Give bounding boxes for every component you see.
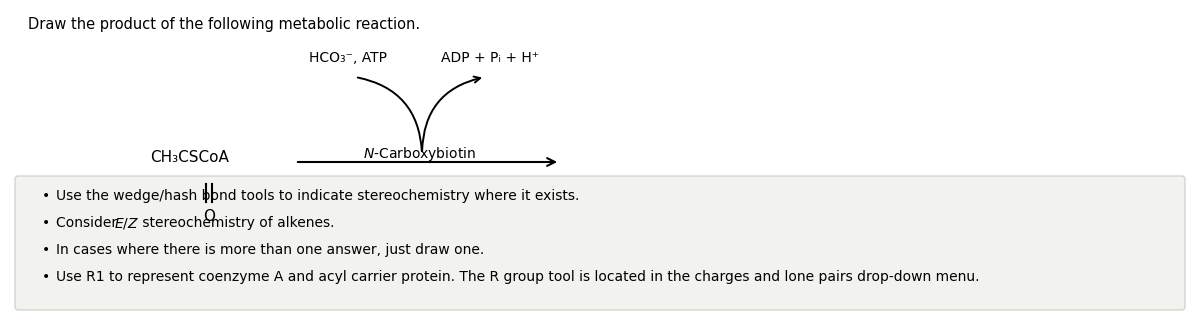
Text: O: O bbox=[203, 209, 215, 224]
Text: Draw the product of the following metabolic reaction.: Draw the product of the following metabo… bbox=[28, 17, 420, 32]
Text: stereochemistry of alkenes.: stereochemistry of alkenes. bbox=[138, 216, 335, 230]
Text: CH₃CSCoA: CH₃CSCoA bbox=[150, 150, 229, 165]
Text: ADP + Pᵢ + H⁺: ADP + Pᵢ + H⁺ bbox=[442, 51, 539, 65]
Text: •: • bbox=[42, 216, 50, 230]
Text: •: • bbox=[42, 189, 50, 203]
FancyBboxPatch shape bbox=[14, 176, 1186, 310]
Text: Consider: Consider bbox=[56, 216, 121, 230]
Text: •: • bbox=[42, 243, 50, 257]
Text: In cases where there is more than one answer, just draw one.: In cases where there is more than one an… bbox=[56, 243, 485, 257]
Text: $\mathit{E/Z}$: $\mathit{E/Z}$ bbox=[114, 216, 139, 231]
Text: •: • bbox=[42, 270, 50, 284]
Text: Use the wedge/hash bond tools to indicate stereochemistry where it exists.: Use the wedge/hash bond tools to indicat… bbox=[56, 189, 580, 203]
Text: $\mathit{N}$-Carboxybiotin: $\mathit{N}$-Carboxybiotin bbox=[364, 145, 476, 163]
Text: Use R1 to represent coenzyme A and acyl carrier protein. The R group tool is loc: Use R1 to represent coenzyme A and acyl … bbox=[56, 270, 979, 284]
Text: HCO₃⁻, ATP: HCO₃⁻, ATP bbox=[310, 51, 386, 65]
